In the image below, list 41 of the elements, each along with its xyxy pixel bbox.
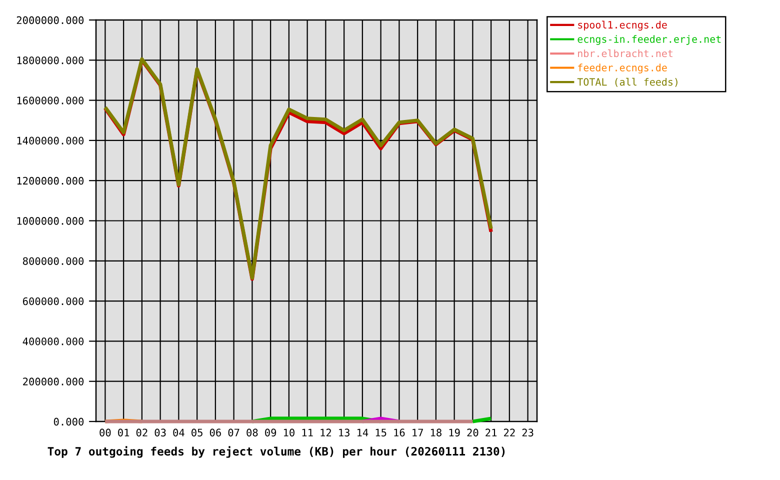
x-tick-label: 11 <box>302 428 313 436</box>
x-tick-label: 02 <box>136 428 148 436</box>
x-tick-label: 03 <box>154 428 166 436</box>
x-tick-label: 13 <box>339 428 350 436</box>
legend-label: ecngs-in.feeder.erje.net <box>578 35 721 45</box>
x-tick-label: 05 <box>192 428 202 436</box>
y-tick-label: 1200000.000 <box>17 176 84 185</box>
legend-label: TOTAL (all feeds) <box>577 78 678 87</box>
x-tick-label: 00 <box>100 428 111 436</box>
x-tick-label: 20 <box>467 428 478 436</box>
text: Top 7 outgoing feeds by reject volume (KB) per hour (20260111 2130) <box>48 446 505 458</box>
x-tick-label: 10 <box>284 428 294 436</box>
y-tick-label: 2000000.000 <box>16 16 84 24</box>
x-tick-label: 06 <box>210 428 221 436</box>
y-tick-label: 1600000.000 <box>17 96 84 104</box>
legend-label: spool1.ecngs.de <box>578 20 667 31</box>
x-tick-label: 04 <box>173 428 184 436</box>
x-tick-label: 09 <box>265 428 276 436</box>
y-tick-label: 400000.000 <box>22 338 84 346</box>
y-tick-label: 1000000.000 <box>17 217 84 225</box>
y-tick-label: 1400000.000 <box>17 136 84 145</box>
x-tick-label: 07 <box>228 428 240 436</box>
x-tick-label: 16 <box>394 428 405 436</box>
x-tick-label: 08 <box>246 428 258 436</box>
x-tick-label: 22 <box>504 428 515 436</box>
x-tick-label: 01 <box>118 428 130 436</box>
x-tick-label: 23 <box>522 428 534 436</box>
x-tick-label: 21 <box>486 428 497 436</box>
y-tick-label: 600000.000 <box>22 297 84 306</box>
x-tick-label: 19 <box>449 428 460 436</box>
x-tick-label: 14 <box>357 428 368 436</box>
y-tick-label: 200000.000 <box>23 378 84 386</box>
x-tick-label: 17 <box>412 428 423 436</box>
y-tick-label: 0.000 <box>54 418 84 426</box>
y-tick-label: 1800000.000 <box>17 56 84 64</box>
y-tick-label: 800000.000 <box>22 257 84 265</box>
x-tick-label: 15 <box>376 428 386 436</box>
legend-label: nbr.elbracht.net <box>578 49 672 58</box>
x-tick-label: 12 <box>320 428 331 436</box>
legend-label: feeder.ecngs.de <box>578 64 667 74</box>
x-tick-label: 18 <box>430 428 442 436</box>
